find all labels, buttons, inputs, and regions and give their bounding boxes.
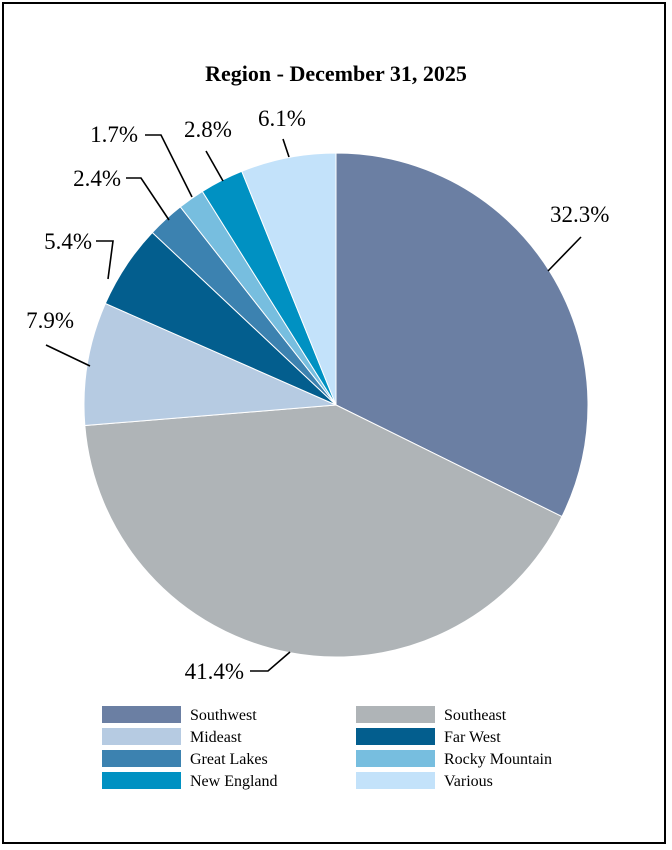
leader-line-new-england — [205, 150, 224, 182]
data-label-mideast: 7.9% — [26, 308, 74, 333]
leader-line-great-lakes — [126, 177, 170, 221]
data-label-great-lakes: 2.4% — [73, 166, 121, 191]
legend-swatch-southwest — [102, 706, 181, 723]
pie-slice-mideast — [83, 302, 337, 427]
data-label-southeast: 41.4% — [185, 659, 244, 684]
leader-line-rocky-mountain — [145, 134, 193, 198]
legend-swatch-mideast — [102, 728, 181, 745]
legend-label-great-lakes: Great Lakes — [190, 751, 268, 768]
legend-label-southeast: Southeast — [444, 707, 507, 724]
legend: Southwest Southeast Mideast Far West Great L… — [102, 706, 552, 790]
leader-line-southwest — [547, 236, 582, 272]
legend-label-far-west: Far West — [444, 729, 501, 746]
legend-swatch-various — [356, 772, 435, 789]
pie-slice-southwest — [335, 152, 589, 518]
leader-line-far-west — [96, 240, 114, 280]
legend-label-new-england: New England — [190, 773, 278, 790]
legend-swatch-great-lakes — [102, 750, 181, 767]
legend-swatch-rocky-mountain — [356, 750, 435, 767]
legend-swatch-new-england — [102, 772, 181, 789]
legend-label-mideast: Mideast — [190, 729, 242, 746]
data-labels: 32.3% 41.4% 7.9% 5.4% 2.4% 1.7% 2.8% 6.1% — [26, 106, 609, 684]
data-label-new-england: 2.8% — [184, 117, 232, 142]
leader-line-various — [282, 138, 290, 158]
legend-swatch-southeast — [356, 706, 435, 723]
leader-line-mideast — [45, 344, 91, 367]
data-label-far-west: 5.4% — [44, 229, 92, 254]
leader-line-southeast — [250, 651, 291, 672]
legend-label-rocky-mountain: Rocky Mountain — [444, 751, 552, 768]
data-label-various: 6.1% — [258, 106, 306, 131]
legend-swatch-far-west — [356, 728, 435, 745]
legend-label-southwest: Southwest — [190, 707, 257, 724]
chart-title: Region - December 31, 2025 — [205, 61, 467, 86]
legend-label-various: Various — [444, 773, 493, 790]
data-label-rocky-mountain: 1.7% — [90, 122, 138, 147]
pie-slice-various — [241, 152, 337, 406]
pie-slices — [83, 152, 589, 658]
data-label-southwest: 32.3% — [550, 202, 609, 227]
